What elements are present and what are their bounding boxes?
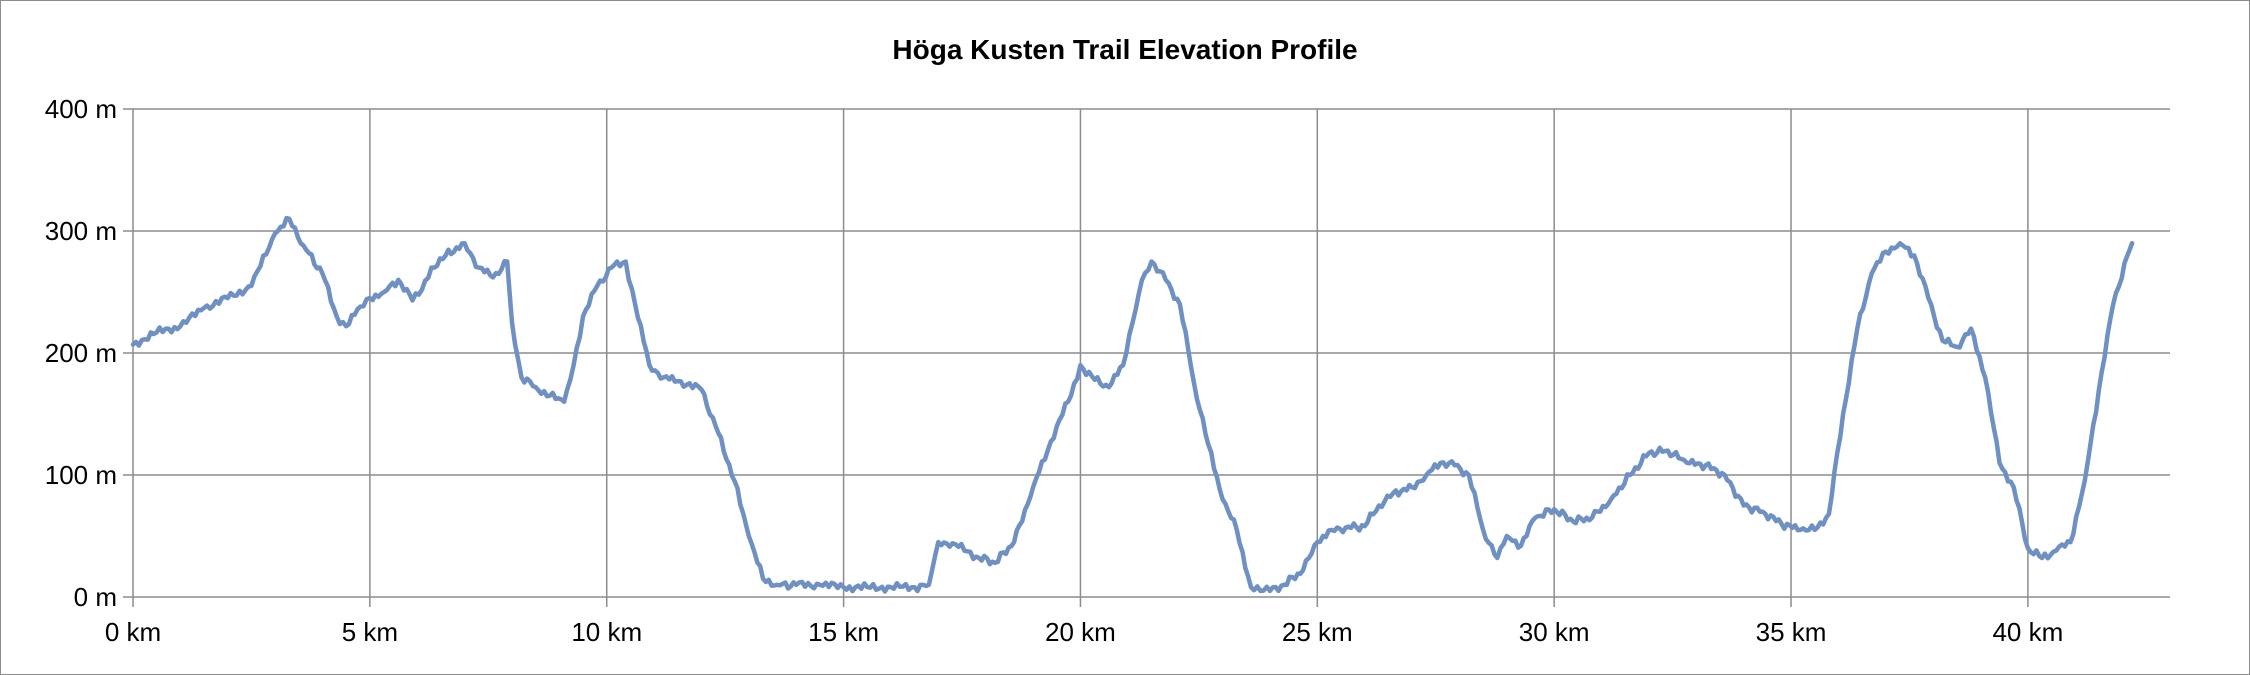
y-tick-label: 100 m [45, 460, 117, 490]
axes [123, 108, 2170, 607]
gridlines [133, 108, 2170, 597]
x-tick-label: 5 km [342, 617, 398, 647]
x-tick-label: 35 km [1756, 617, 1827, 647]
x-tick-label: 40 km [1992, 617, 2063, 647]
elevation-series-line [130, 215, 2135, 594]
series-group [130, 215, 2135, 594]
y-tick-label: 0 m [74, 582, 117, 612]
y-tick-label: 400 m [45, 94, 117, 124]
y-tick-labels: 0 m 100 m 200 m 300 m 400 m [45, 94, 117, 612]
x-tick-labels: 0 km 5 km 10 km 15 km 20 km 25 km 30 km 35 km 40… [105, 617, 2063, 647]
x-tick-label: 15 km [808, 617, 879, 647]
chart-title: Höga Kusten Trail Elevation Profile [892, 34, 1358, 65]
x-tick-label: 30 km [1519, 617, 1590, 647]
x-tick-label: 25 km [1282, 617, 1353, 647]
x-tick-label: 20 km [1045, 617, 1116, 647]
y-tick-label: 200 m [45, 338, 117, 368]
x-tick-label: 10 km [571, 617, 642, 647]
y-tick-label: 300 m [45, 216, 117, 246]
x-tick-label: 0 km [105, 617, 161, 647]
